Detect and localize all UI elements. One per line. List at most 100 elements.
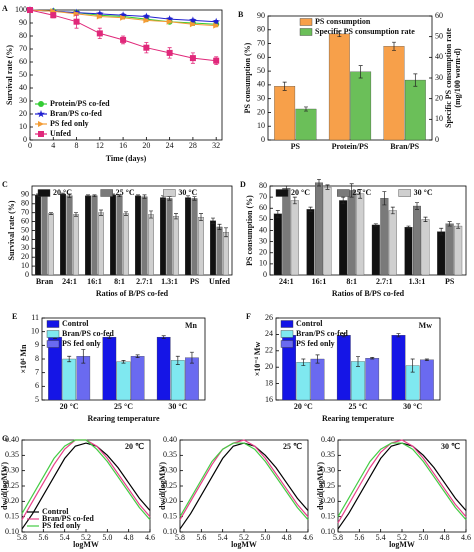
error-bar [358, 188, 363, 199]
y-tick-label: 50 [21, 225, 29, 234]
legend-label: 30 °C [178, 188, 197, 197]
y-axis-label: ×10⁻⁴ Mw [253, 342, 262, 377]
y-tick-label: 22 [265, 346, 273, 355]
x-tick-label: 2.7:1 [376, 277, 393, 286]
y-tick-label: 50 [257, 66, 265, 75]
panel-label: D [240, 180, 246, 189]
bar [184, 197, 191, 276]
error-bar [275, 210, 280, 218]
bar [404, 227, 413, 276]
marker [120, 14, 127, 21]
bar [421, 219, 430, 276]
legend-label: 25 °C [116, 188, 135, 197]
x-tick-label: PS [190, 277, 200, 286]
y-tick-label: 26 [265, 313, 273, 322]
error-bar [189, 351, 194, 364]
error-bar [315, 354, 320, 364]
bar [222, 232, 229, 276]
y-tick-label: 70 [21, 208, 29, 217]
bar [339, 200, 348, 276]
y-tick-label: 80 [257, 25, 265, 34]
y-tick-label: 8 [35, 354, 39, 363]
error-bar [390, 206, 395, 215]
error-bar [303, 106, 308, 112]
y-tick-label: 20 [257, 107, 265, 116]
series-line [337, 442, 467, 521]
plot-frame [269, 185, 467, 276]
legend-label: Control [296, 319, 323, 328]
bar [66, 195, 73, 276]
error-bar [415, 202, 419, 210]
error-bar [224, 227, 228, 238]
error-bar [86, 194, 90, 198]
x-tick-label: 8:1 [346, 277, 357, 286]
x-axis-label: Ratios of B/PS co-fed [332, 289, 405, 298]
error-bar [107, 335, 112, 339]
bar [323, 186, 332, 276]
legend-label: PS fed only [296, 339, 335, 348]
error-bar [370, 357, 375, 360]
x-tick-label: 4.8 [124, 533, 134, 542]
y-tick-label: 40 [19, 83, 27, 92]
y-tick-label: 0.35 [163, 450, 177, 459]
bar [454, 225, 463, 276]
bar [209, 220, 216, 276]
y-tick-label: 70 [259, 192, 267, 201]
bar [310, 358, 325, 401]
x-axis-label: Rearing temperature [322, 414, 395, 423]
bar [295, 108, 317, 141]
x-axis-label: logMW [389, 540, 415, 549]
x-tick-label: 5.8 [17, 533, 27, 542]
y-tick-label: 90 [19, 18, 27, 27]
x-tick-label: 5.2 [239, 533, 249, 542]
y-tick-label: 0.10 [5, 527, 19, 536]
y-axis-label: Survival rate (%) [7, 200, 16, 260]
bar [172, 216, 179, 276]
error-bar [99, 209, 103, 216]
series-line [179, 442, 309, 521]
error-bar [117, 194, 122, 198]
bar [35, 194, 42, 276]
y-tick-label: 0.25 [321, 481, 335, 490]
legend-swatch [46, 330, 60, 338]
x-tick-label: 5.4 [60, 533, 70, 542]
error-bar [337, 30, 342, 38]
legend-swatch [280, 340, 294, 348]
x-tick-label: 16 [119, 141, 127, 150]
error-bar [186, 195, 190, 200]
y-tick-label: 0.15 [321, 511, 335, 520]
legend-swatch [299, 28, 313, 36]
y-tick-label: 10 [257, 121, 265, 130]
panel-title: 25 ℃ [283, 442, 302, 451]
x-tick-label: 32 [212, 141, 220, 150]
y-tick-label: 6 [35, 381, 39, 390]
y2-axis-label: Specific PS consumption rate [444, 28, 453, 128]
x-tick-label: 25 °C [349, 402, 368, 411]
x-axis-label: Rearing temperature [87, 414, 160, 423]
y2-tick-label: 20 [435, 93, 443, 102]
legend-label: Control [62, 319, 89, 328]
marker [165, 15, 174, 23]
x-tick-label: PS [445, 277, 455, 286]
x-tick-label: 5.2 [81, 533, 91, 542]
bar [282, 188, 291, 276]
bar [356, 193, 365, 276]
bar [191, 198, 198, 276]
bar [134, 195, 141, 276]
error-bar [199, 213, 203, 222]
error-bar [349, 183, 354, 198]
x-tick-label: 5.0 [102, 533, 112, 542]
bar [62, 358, 76, 401]
error-bar [358, 65, 363, 79]
bar [156, 336, 171, 401]
y-tick-label: 0.15 [163, 511, 177, 520]
x-tick-label: 24:1 [62, 277, 77, 286]
marker [27, 7, 33, 13]
error-bar [217, 223, 222, 230]
y-tick-label: 0 [23, 135, 27, 144]
bar [197, 216, 204, 276]
bar [216, 226, 223, 276]
error-bar [142, 194, 147, 199]
y-tick-label: 30 [19, 96, 27, 105]
error-bar [325, 184, 330, 190]
